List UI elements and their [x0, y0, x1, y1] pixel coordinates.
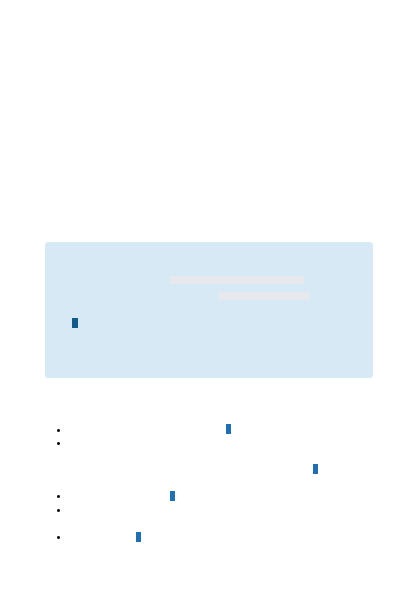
bullet-dot: [57, 509, 60, 512]
inline-marker: [136, 532, 141, 542]
callout-marker: [72, 318, 78, 328]
inline-marker: [313, 464, 318, 474]
inline-marker: [226, 424, 231, 434]
placeholder-bar: [219, 292, 309, 300]
bullet-dot: [57, 536, 60, 539]
bullet-dot: [57, 442, 60, 445]
placeholder-bar: [170, 276, 304, 284]
inline-marker: [170, 491, 175, 501]
bullet-dot: [57, 495, 60, 498]
bullet-dot: [57, 429, 60, 432]
info-callout: [45, 242, 373, 378]
